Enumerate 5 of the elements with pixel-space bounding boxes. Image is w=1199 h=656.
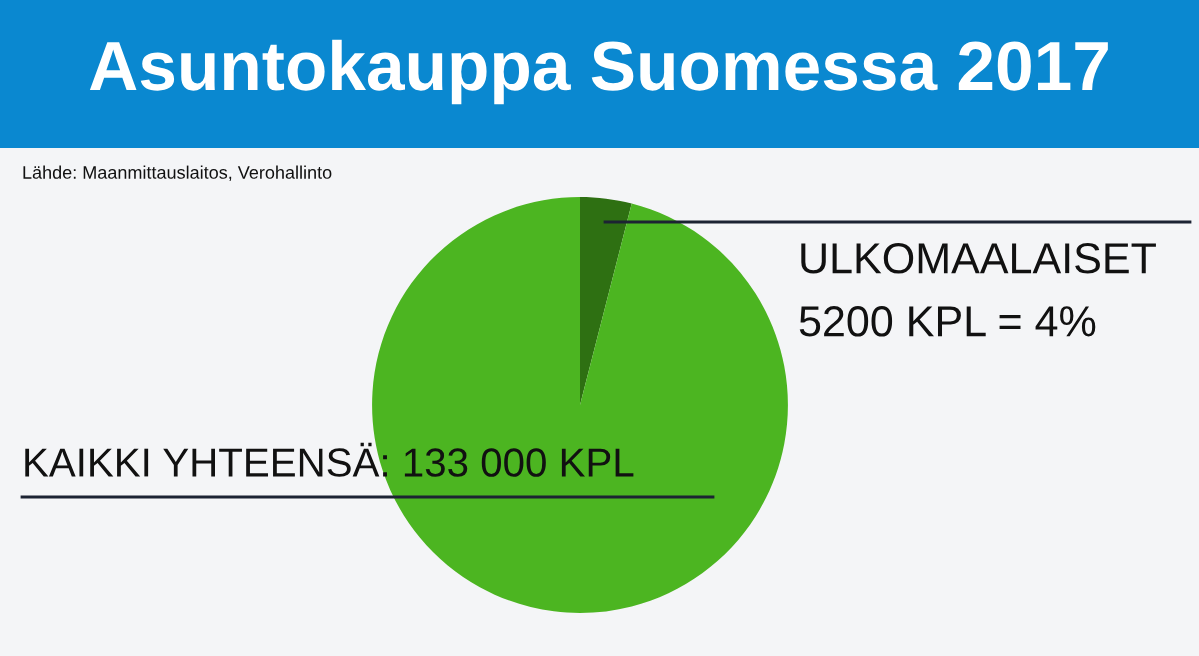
chart-title: Asuntokauppa Suomessa 2017 xyxy=(89,39,1108,105)
text: Lähde: Maanmittauslaitos, Verohallinto xyxy=(23,165,332,181)
pie-slice xyxy=(580,197,632,405)
slice-label: ULKOMAALAISET xyxy=(801,243,1156,274)
data-label: 5200 KPL = 4% xyxy=(799,306,1096,337)
